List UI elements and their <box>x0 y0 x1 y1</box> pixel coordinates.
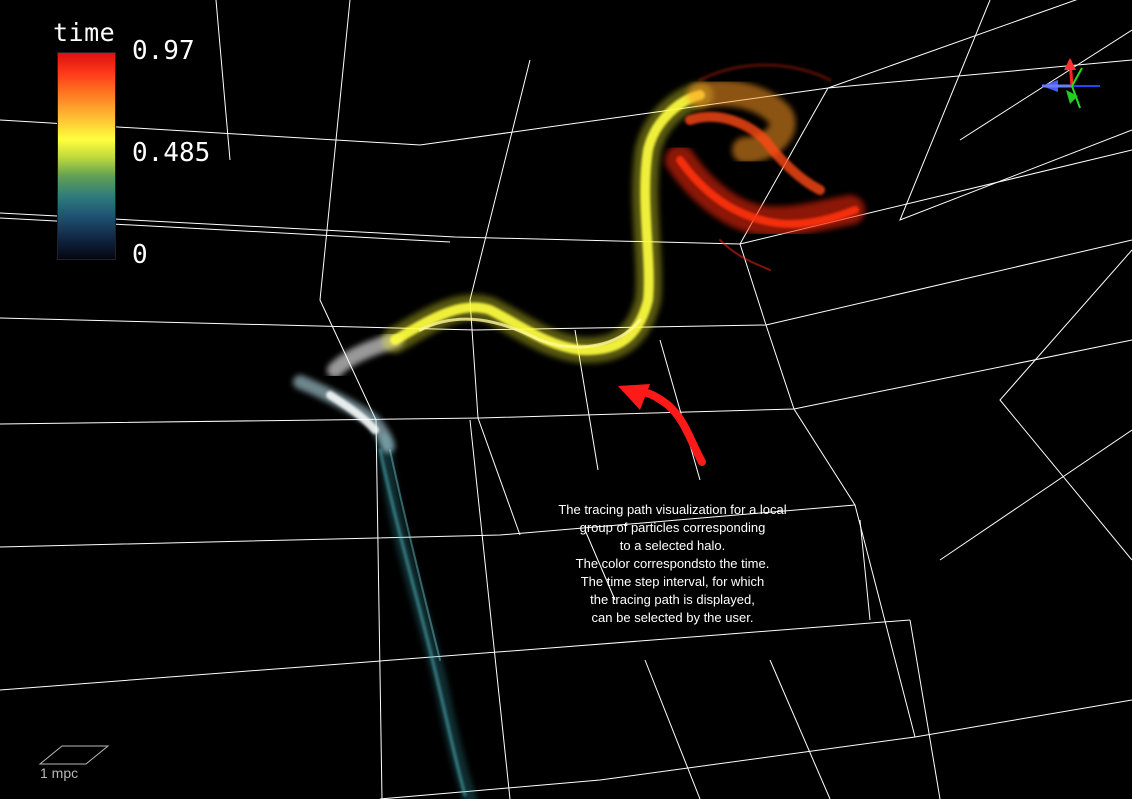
curved-arrow-icon <box>618 384 706 466</box>
time-colorbar <box>57 52 116 260</box>
legend-mid-label: 0.485 <box>132 138 211 168</box>
scale-bar-label: 1 mpc <box>40 765 79 781</box>
scale-bar-icon <box>38 745 110 765</box>
orientation-axes-icon[interactable] <box>1036 56 1102 112</box>
legend-min-label: 0 <box>132 240 148 270</box>
legend-title: time <box>53 18 116 47</box>
particle-trace-path <box>293 63 865 799</box>
legend-max-label: 0.97 <box>132 36 195 66</box>
annotation-caption: The tracing path visualization for a loc… <box>558 502 787 625</box>
